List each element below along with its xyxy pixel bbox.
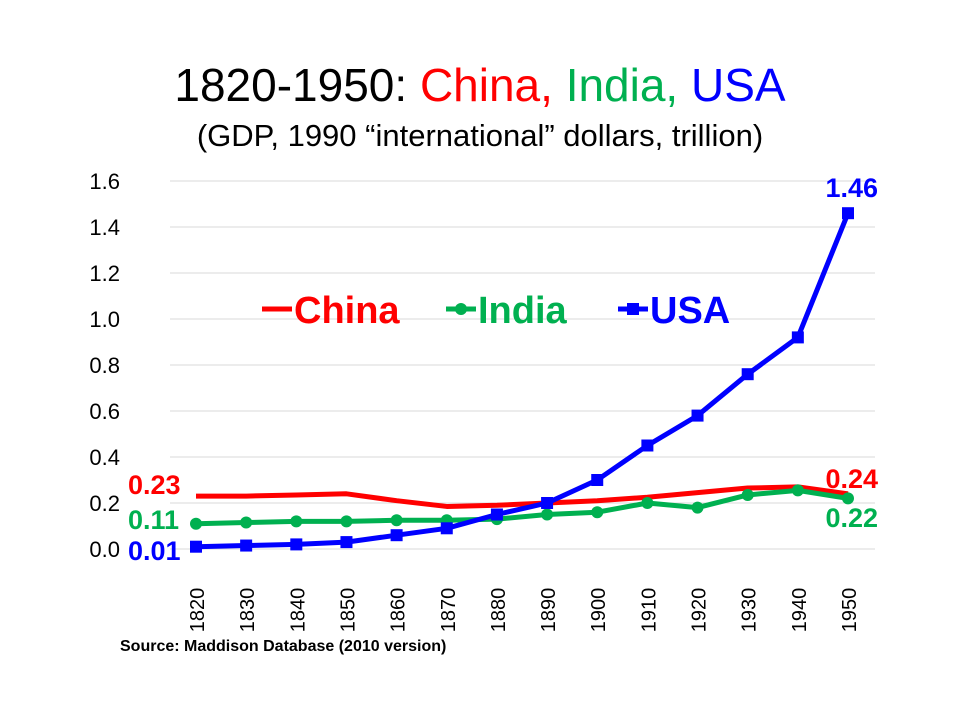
y-tick-label: 1.0 xyxy=(89,307,120,332)
data-point-usa xyxy=(541,497,554,509)
x-tick-label: 1820 xyxy=(187,588,209,633)
data-point-usa xyxy=(190,540,202,553)
y-tick-label: 1.6 xyxy=(89,169,120,194)
x-tick-label: 1870 xyxy=(438,588,460,633)
data-point-usa xyxy=(240,539,253,552)
data-point-usa xyxy=(440,522,453,535)
y-tick-label: 0.4 xyxy=(89,445,120,470)
data-point-india xyxy=(541,508,554,521)
data-point-india xyxy=(591,506,604,519)
x-tick-label: 1910 xyxy=(638,588,660,633)
y-tick-label: 1.4 xyxy=(89,215,120,240)
series-line-usa xyxy=(195,212,851,550)
x-tick-label: 1920 xyxy=(689,588,711,633)
data-point-usa xyxy=(340,536,353,549)
data-point-india xyxy=(842,492,854,505)
data-label-china-last: 0.24 xyxy=(825,464,878,494)
x-tick-label: 1860 xyxy=(388,588,410,633)
x-tick-label: 1890 xyxy=(538,588,560,633)
source-note: Source: Maddison Database (2010 version) xyxy=(120,638,447,655)
title-china: China, xyxy=(419,59,566,111)
legend-label-usa: USA xyxy=(650,290,730,332)
data-point-india xyxy=(290,515,303,528)
x-tick-label: 1840 xyxy=(287,588,309,633)
x-tick-label: 1880 xyxy=(488,588,510,633)
y-tick-label: 0.2 xyxy=(89,491,120,516)
data-label-china-first: 0.23 xyxy=(128,470,181,500)
y-tick-label: 1.2 xyxy=(89,261,120,286)
x-tick-label: 1950 xyxy=(839,588,861,633)
x-tick-label: 1850 xyxy=(337,588,359,633)
title-usa: USA xyxy=(691,59,786,111)
chart-subtitle: (GDP, 1990 “international” dollars, tril… xyxy=(196,118,764,153)
y-tick-label: 0.8 xyxy=(89,353,120,378)
x-tick-label: 1900 xyxy=(588,588,610,633)
legend-marker-usa xyxy=(627,303,639,315)
data-point-usa xyxy=(390,529,403,542)
legend-label-china: China xyxy=(294,290,400,332)
y-tick-label: 0.0 xyxy=(89,537,120,562)
data-label-usa-first: 0.01 xyxy=(128,536,181,566)
data-label-usa-last: 1.46 xyxy=(825,173,878,203)
x-tick-label: 1830 xyxy=(237,588,259,633)
data-point-india xyxy=(390,514,403,527)
data-point-india xyxy=(691,501,704,514)
legend-label-india: India xyxy=(478,290,568,332)
data-point-usa xyxy=(591,474,604,486)
data-point-india xyxy=(641,497,654,509)
data-label-india-first: 0.11 xyxy=(128,505,179,535)
data-point-india xyxy=(240,516,253,529)
data-point-usa xyxy=(641,439,654,452)
data-point-india xyxy=(340,515,353,528)
legend-marker-india xyxy=(455,303,467,315)
data-point-india xyxy=(190,517,202,530)
data-point-india xyxy=(741,488,754,501)
chart-title: 1820-1950: China, India, USA xyxy=(0,58,960,112)
title-india: India, xyxy=(565,59,691,111)
data-point-usa xyxy=(741,368,754,381)
data-point-usa xyxy=(490,508,503,521)
data-point-usa xyxy=(691,409,704,422)
x-tick-label: 1940 xyxy=(789,588,811,633)
x-tick-label: 1930 xyxy=(739,588,761,633)
title-prefix: 1820-1950: xyxy=(174,59,420,111)
y-tick-label: 0.6 xyxy=(89,399,120,424)
data-point-usa xyxy=(791,331,804,344)
data-point-india xyxy=(791,484,804,497)
series-line-india xyxy=(195,487,849,527)
series-line-china xyxy=(196,484,849,509)
data-point-usa xyxy=(290,538,303,551)
data-label-india-last: 0.22 xyxy=(825,503,878,533)
data-point-usa xyxy=(842,207,854,220)
